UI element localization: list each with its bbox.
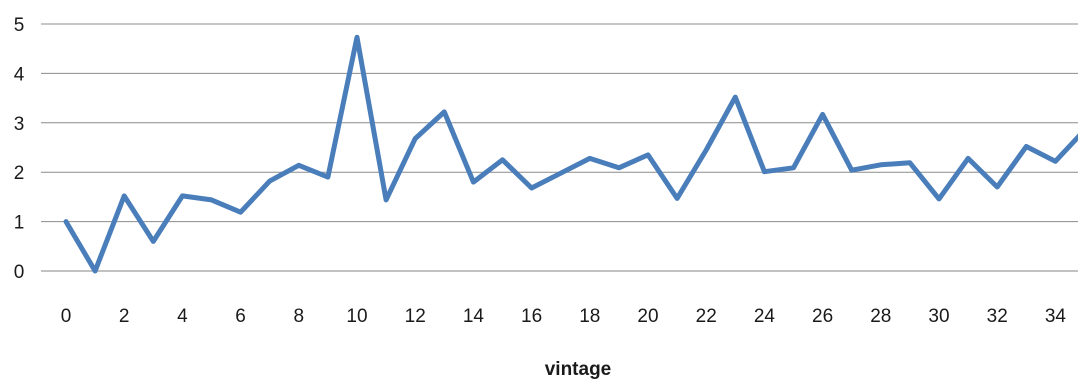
x-axis-title: vintage — [545, 359, 612, 380]
x-tick-label: 22 — [696, 306, 717, 327]
x-tick-label: 24 — [754, 306, 776, 327]
x-tick-label: 4 — [177, 306, 188, 327]
y-tick-label: 5 — [14, 15, 25, 36]
x-axis-tick-labels: 0 2 4 6 8 10 12 14 16 18 20 22 24 26 28 30 32 34 — [61, 306, 1067, 327]
x-tick-label: 26 — [812, 306, 833, 327]
x-tick-label: 32 — [987, 306, 1008, 327]
x-tick-label: 20 — [637, 306, 658, 327]
y-tick-label: 2 — [14, 163, 25, 184]
x-tick-label: 28 — [870, 306, 891, 327]
x-tick-label: 30 — [928, 306, 949, 327]
x-tick-label: 18 — [579, 306, 600, 327]
y-tick-label: 4 — [14, 64, 25, 85]
x-tick-label: 2 — [119, 306, 130, 327]
gridlines — [41, 23, 1078, 272]
x-tick-label: 12 — [405, 306, 426, 327]
series-group — [63, 34, 1078, 274]
y-tick-label: 0 — [14, 262, 25, 283]
y-axis-tick-labels: 0 1 2 3 4 5 — [14, 15, 25, 283]
series-line-0 — [63, 34, 1078, 274]
y-tick-label: 3 — [14, 114, 25, 135]
x-tick-label: 6 — [235, 306, 246, 327]
x-tick-label: 0 — [61, 306, 72, 327]
x-tick-label: 16 — [521, 306, 542, 327]
x-tick-label: 34 — [1045, 306, 1067, 327]
x-tick-label: 14 — [463, 306, 485, 327]
x-tick-label: 8 — [294, 306, 305, 327]
x-tick-label: 10 — [346, 306, 367, 327]
y-tick-label: 1 — [14, 213, 25, 234]
